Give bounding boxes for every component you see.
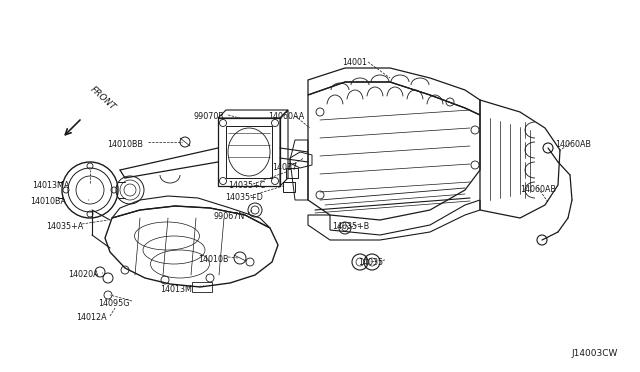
Text: 14013M: 14013M [160,285,192,294]
Text: FRONT: FRONT [88,85,117,112]
Text: J14003CW: J14003CW [572,349,618,358]
Text: 99067N: 99067N [214,212,245,221]
Text: 14095G: 14095G [98,299,129,308]
Text: 14035+D: 14035+D [225,193,263,202]
Text: 99070R: 99070R [193,112,224,121]
Text: 14035+A: 14035+A [46,222,83,231]
Text: 14010BA: 14010BA [30,197,66,206]
Text: 14060AB: 14060AB [555,140,591,149]
Text: 14010B: 14010B [198,255,228,264]
Text: 14012A: 14012A [76,313,107,322]
Text: 14001: 14001 [342,58,367,67]
Text: 14010BB: 14010BB [107,140,143,149]
Text: 14060AB: 14060AB [520,185,556,194]
Text: 14017: 14017 [272,163,297,172]
Text: 14035+C: 14035+C [228,181,266,190]
Text: 14020A: 14020A [68,270,99,279]
Text: 14035: 14035 [358,258,383,267]
Text: 14013MA: 14013MA [32,181,69,190]
Text: 14035+B: 14035+B [332,222,369,231]
Text: 14060AA: 14060AA [268,112,304,121]
